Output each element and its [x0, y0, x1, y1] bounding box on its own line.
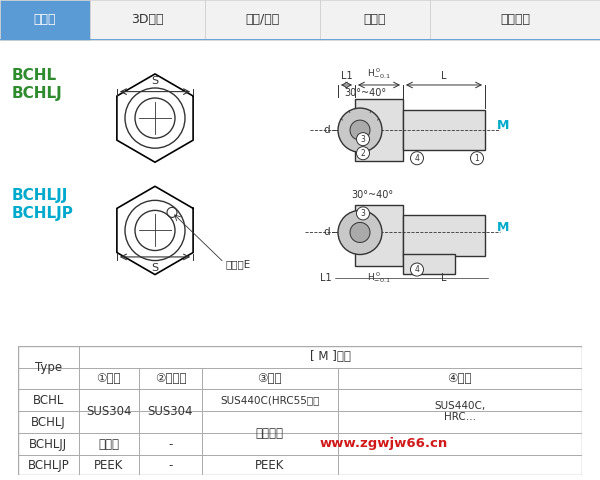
Text: PEEK: PEEK: [94, 459, 124, 472]
Text: S: S: [151, 263, 158, 273]
Bar: [0, 0, 90, 40]
Bar: [403, 253, 455, 274]
Circle shape: [410, 152, 424, 165]
Text: 排水孔E: 排水孔E: [225, 260, 250, 270]
Text: H$^{\ 0}_{-0.1}$: H$^{\ 0}_{-0.1}$: [367, 66, 391, 81]
Bar: [403, 216, 485, 255]
Text: d: d: [323, 125, 330, 135]
Text: 规格表: 规格表: [364, 13, 386, 26]
Circle shape: [410, 263, 424, 276]
Text: ①主体: ①主体: [97, 372, 121, 385]
Circle shape: [338, 210, 382, 254]
Text: M: M: [497, 119, 509, 132]
Text: 4: 4: [415, 265, 419, 274]
Circle shape: [350, 222, 370, 242]
Bar: [355, 99, 403, 161]
Bar: [430, 0, 600, 40]
Text: S: S: [151, 75, 158, 85]
Text: www.zgwjw66.cn: www.zgwjw66.cn: [319, 437, 448, 450]
Bar: [205, 0, 320, 40]
Text: SUS440C(HRC55～）: SUS440C(HRC55～）: [220, 396, 319, 406]
Text: 型号/交期: 型号/交期: [245, 13, 280, 26]
Circle shape: [470, 152, 484, 165]
Text: -: -: [169, 438, 173, 451]
Bar: [403, 110, 485, 150]
Text: BCHLJP: BCHLJP: [28, 459, 69, 472]
Text: L: L: [441, 273, 447, 283]
Bar: [355, 205, 403, 265]
Text: 2: 2: [361, 149, 365, 158]
Text: BCHL: BCHL: [12, 68, 57, 83]
Text: L1: L1: [341, 71, 352, 81]
Circle shape: [356, 207, 370, 220]
Bar: [90, 0, 205, 40]
Text: BCHLJ: BCHLJ: [12, 86, 63, 101]
Text: -: -: [169, 459, 173, 472]
Text: M: M: [497, 221, 509, 234]
Text: ②调整环: ②调整环: [155, 372, 186, 385]
Bar: [320, 0, 430, 40]
Text: d: d: [323, 228, 330, 238]
Text: 1: 1: [475, 154, 479, 163]
Text: 尺寸图: 尺寸图: [34, 13, 56, 26]
Text: 3D预览: 3D预览: [131, 13, 164, 26]
Text: 3: 3: [361, 209, 365, 218]
Circle shape: [356, 132, 370, 145]
Text: SUS440C,
HRC…: SUS440C, HRC…: [434, 401, 485, 422]
Text: L: L: [441, 71, 447, 81]
Text: PEEK: PEEK: [255, 459, 284, 472]
Circle shape: [356, 147, 370, 160]
Text: BCHLJ: BCHLJ: [31, 416, 65, 429]
Circle shape: [350, 120, 370, 140]
Text: 30°~40°: 30°~40°: [351, 191, 393, 200]
Text: Type: Type: [35, 361, 62, 374]
Text: [ M ]材质: [ M ]材质: [310, 350, 351, 363]
Text: ④副球: ④副球: [448, 372, 472, 385]
Text: 30°~40°: 30°~40°: [344, 88, 386, 98]
Text: BCHL: BCHL: [32, 394, 64, 407]
Text: ③主球: ③主球: [257, 372, 282, 385]
Text: BCHLJP: BCHLJP: [12, 206, 74, 221]
Text: BCHLJJ: BCHLJJ: [12, 188, 68, 204]
Text: 3: 3: [361, 135, 365, 144]
Text: BCHLJJ: BCHLJJ: [29, 438, 67, 451]
Circle shape: [338, 108, 382, 152]
Text: 4: 4: [415, 154, 419, 163]
Text: 产品目录: 产品目录: [500, 13, 530, 26]
Text: H$^{\ 0}_{-0.1}$: H$^{\ 0}_{-0.1}$: [367, 270, 391, 285]
Text: SUS304: SUS304: [86, 405, 131, 418]
Text: L1: L1: [320, 273, 332, 283]
Text: SUS304: SUS304: [148, 405, 193, 418]
Text: 聚缩醒: 聚缩醒: [98, 438, 119, 451]
Text: 聚缩醒球: 聚缩醒球: [256, 427, 284, 440]
